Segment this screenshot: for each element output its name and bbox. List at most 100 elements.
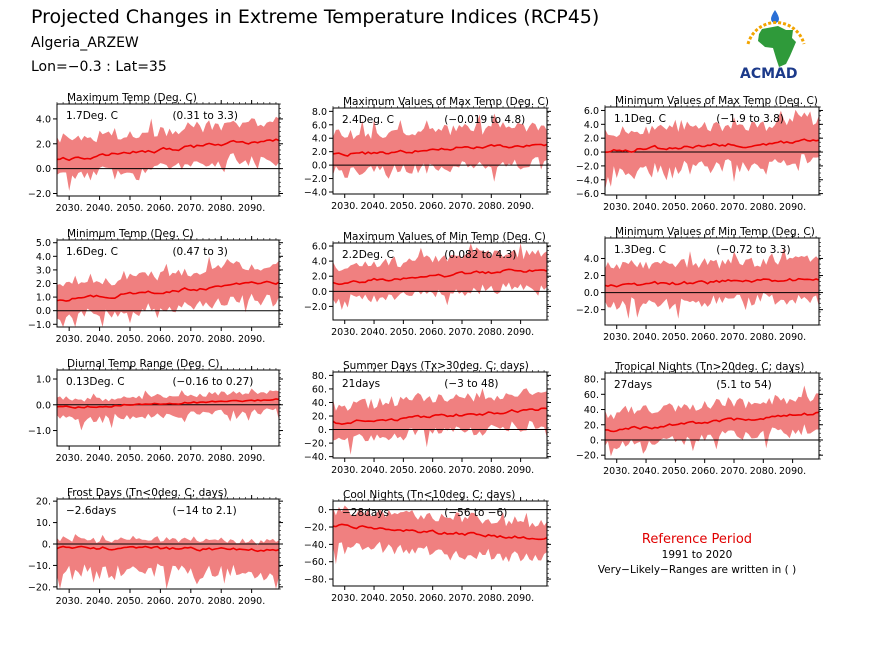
x-tick-label: 2030.	[603, 202, 630, 213]
range-note: Very−Likely−Ranges are written in ( )	[598, 564, 796, 576]
change-value: −2.6days	[66, 505, 116, 517]
x-tick-label: 2040.	[360, 465, 387, 476]
location-label: Algeria_ARZEW	[31, 35, 139, 51]
x-tick-label: 2080.	[208, 596, 235, 607]
x-tick-label: 2030.	[331, 201, 358, 212]
range-band	[57, 388, 279, 431]
mean-line	[332, 268, 548, 286]
very-likely-range: (0.47 to 3)	[172, 246, 227, 258]
x-tick-label: 2080.	[478, 465, 505, 476]
x-tick-label: 2050.	[390, 593, 417, 604]
sun-rays-icon	[746, 21, 806, 45]
x-tick-label: 2050.	[662, 466, 689, 477]
mean-line	[604, 138, 820, 153]
x-tick-label: 2070.	[177, 596, 204, 607]
y-tick-label: 20.	[584, 420, 599, 431]
panel-title: Tropical Nights (Tn>20deg. C; days)	[614, 361, 804, 373]
change-value: 1.7Deg. C	[66, 110, 118, 122]
y-tick-label: −20.	[304, 523, 327, 534]
change-value: 0.13Deg. C	[66, 376, 125, 388]
x-tick-label: 2060.	[419, 327, 446, 338]
y-tick-label: 20.	[312, 412, 327, 423]
x-tick-label: 2080.	[208, 334, 235, 345]
y-tick-label: −4.0	[304, 187, 327, 198]
reference-title: Reference Period	[642, 532, 752, 547]
x-tick-label: 2090.	[779, 202, 806, 213]
y-tick-label: 0.0	[584, 288, 599, 299]
very-likely-range: (−14 to 2.1)	[172, 505, 236, 517]
x-tick-label: 2060.	[147, 203, 174, 214]
figure-title: Projected Changes in Extreme Temperature…	[31, 6, 599, 28]
x-tick-label: 2060.	[419, 201, 446, 212]
x-tick-label: 2060.	[691, 202, 718, 213]
range-band	[605, 109, 819, 191]
range-band	[57, 534, 279, 589]
y-tick-label: 0.	[318, 505, 327, 516]
mean-line	[332, 143, 548, 157]
x-tick-label: 2060.	[691, 466, 718, 477]
panel-9: −20.0.20.40.60.80.2030. 2040. 2050. 2060. 20…	[576, 361, 823, 477]
x-tick-label: 2090.	[779, 332, 806, 343]
change-value: 27days	[614, 379, 652, 391]
very-likely-range: (0.31 to 3.3)	[172, 110, 238, 122]
change-value: 1.1Deg. C	[614, 113, 666, 125]
y-tick-label: 0.0	[312, 161, 327, 172]
x-tick-label: 2030.	[56, 453, 83, 464]
y-tick-label: −1.0	[28, 320, 51, 331]
y-tick-label: −20.	[304, 439, 327, 450]
y-tick-label: 80.	[312, 371, 327, 382]
panel-8: −40. −20. 0. 20. 40. 60. 80. 2030. 2040. 2050. 206…	[304, 360, 551, 476]
x-tick-label: 2070.	[720, 202, 747, 213]
panel-title: Diurnal Temp Range (Deg. C)	[67, 358, 219, 370]
acmad-logo: ACMAD	[740, 10, 806, 82]
change-value: 1.6Deg. C	[66, 246, 118, 258]
y-tick-label: 4.0	[584, 254, 599, 265]
y-tick-label: 2.0	[584, 271, 599, 282]
mean-line	[56, 545, 280, 553]
x-tick-label: 2070.	[448, 465, 475, 476]
y-tick-label: 0.0	[36, 400, 51, 411]
x-tick-label: 2080.	[478, 593, 505, 604]
x-tick-label: 2060.	[691, 332, 718, 343]
x-tick-label: 2060.	[419, 465, 446, 476]
very-likely-range: (−0.019 to 4.8)	[444, 114, 525, 126]
logo-text: ACMAD	[740, 66, 798, 82]
y-tick-label: 4.0	[36, 114, 51, 125]
x-tick-label: 2050.	[116, 453, 143, 464]
y-tick-label: 1.0	[36, 375, 51, 386]
x-tick-label: 2050.	[390, 465, 417, 476]
y-tick-label: 0.	[42, 540, 51, 551]
x-tick-label: 2050.	[662, 332, 689, 343]
y-tick-label: 60.	[312, 384, 327, 395]
y-tick-label: −60.	[304, 557, 327, 568]
y-tick-label: −6.0	[576, 189, 599, 200]
x-tick-label: 2060.	[419, 593, 446, 604]
panel-title: Cool Nights (Tn<10deg. C; days)	[343, 489, 515, 501]
mean-line	[332, 523, 548, 541]
range-band	[57, 116, 279, 191]
x-tick-label: 2030.	[56, 596, 83, 607]
y-tick-label: 6.0	[312, 120, 327, 131]
x-tick-label: 2090.	[238, 334, 265, 345]
very-likely-range: (−0.72 to 3.3)	[716, 244, 790, 256]
x-tick-label: 2030.	[331, 327, 358, 338]
y-tick-label: −2.0	[28, 189, 51, 200]
y-tick-label: 80.	[584, 375, 599, 386]
x-tick-label: 2090.	[507, 465, 534, 476]
x-tick-label: 2080.	[750, 466, 777, 477]
y-tick-label: 8.0	[312, 107, 327, 118]
y-tick-label: −2.0	[576, 161, 599, 172]
y-tick-label: 0.	[318, 425, 327, 436]
y-tick-label: −2.0	[304, 174, 327, 185]
x-tick-label: 2050.	[390, 327, 417, 338]
coordinates-label: Lon=−0.3 : Lat=35	[31, 59, 167, 75]
x-tick-label: 2030.	[331, 593, 358, 604]
very-likely-range: (−0.16 to 0.27)	[172, 376, 253, 388]
mean-line	[332, 407, 548, 426]
x-tick-label: 2060.	[147, 334, 174, 345]
range-band	[333, 243, 547, 310]
x-tick-label: 2040.	[632, 202, 659, 213]
